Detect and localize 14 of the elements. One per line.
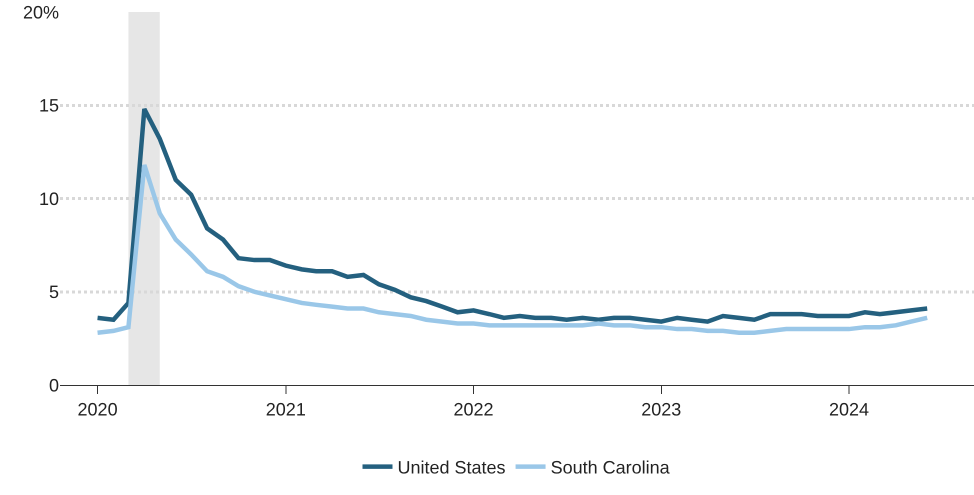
y-tick-label: 15 <box>38 96 59 116</box>
y-tick-label: 10 <box>38 188 59 209</box>
y-tick-label: 20% <box>22 2 59 22</box>
x-tick-label: 2022 <box>454 400 494 420</box>
x-tick-label: 2021 <box>266 400 306 420</box>
line-series <box>95 106 930 324</box>
y-tick-label: 0 <box>48 375 59 396</box>
x-tick-label: 2024 <box>828 400 870 420</box>
line-series <box>95 162 930 336</box>
legend-label: United States <box>398 458 506 478</box>
y-tick-label: 5 <box>48 282 59 302</box>
x-tick-label: 2023 <box>641 400 682 420</box>
legend-label: South Carolina <box>550 458 671 478</box>
x-tick-label: 2020 <box>78 400 118 420</box>
